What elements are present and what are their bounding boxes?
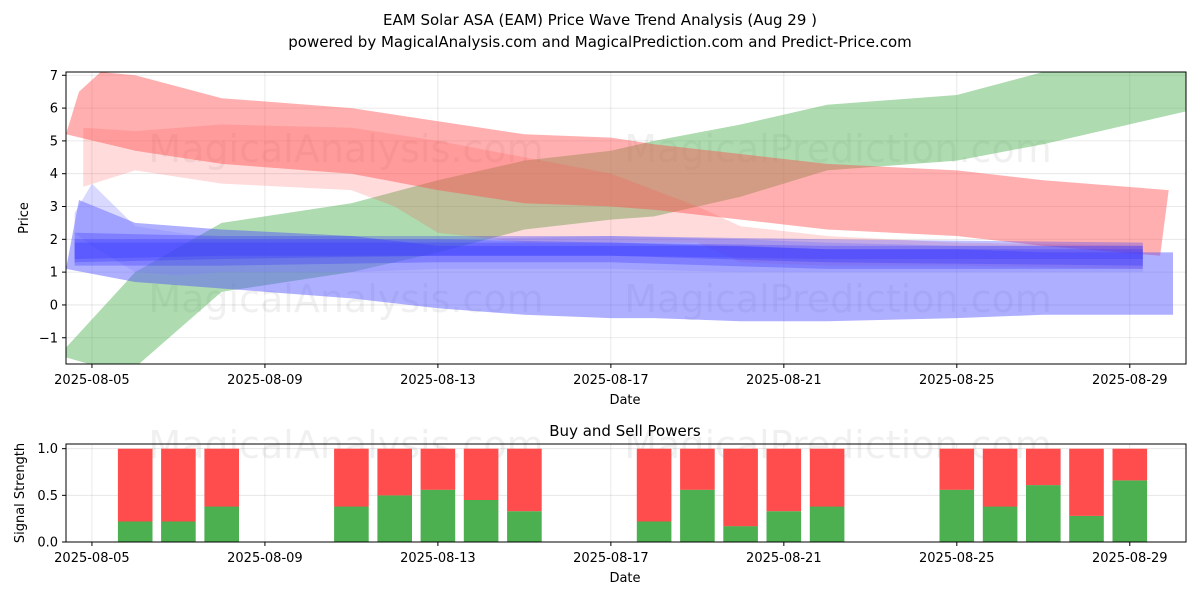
price-x-ticks: 2025-08-05 2025-08-09 2025-08-13 2025-08-17… [54,364,1168,388]
sell-bar [809,448,845,507]
price-chart: MagicalAnalysis.com MagicalPrediction.co… [17,69,1187,408]
sell-bar [766,448,802,512]
sell-bar [204,448,239,507]
buy-bar [1026,485,1061,542]
buy-bar [809,506,845,542]
price-x-tick-label: 2025-08-25 [919,373,995,388]
buy-bar [463,500,499,542]
signal-y-tick-label: 0.5 [37,489,58,504]
band-red-downtrend-secondary [83,124,1143,269]
buy-bar [1112,480,1148,542]
signal-x-tick-label: 2025-08-05 [54,551,130,566]
signal-title: Buy and Sell Powers [549,422,701,440]
band-blue-wide-band [66,200,1173,322]
sell-bar [723,448,758,527]
price-plot-area [66,72,1186,364]
price-y-tick-label: 7 [50,69,58,84]
signal-x-tick-label: 2025-08-17 [573,551,649,566]
price-x-tick-label: 2025-08-13 [400,373,476,388]
sell-bar [939,448,975,490]
buy-bar [680,489,715,542]
buy-bar [507,511,542,542]
buy-bar [420,489,456,542]
sell-bar [680,448,715,490]
signal-x-tick-label: 2025-08-09 [227,551,303,566]
buy-bar [377,495,412,542]
signal-x-tick-label: 2025-08-29 [1092,551,1168,566]
watermark-prediction-upper: MagicalPrediction.com [624,127,1052,171]
price-x-label: Date [609,393,640,408]
signal-y-tick-label: 1.0 [37,442,58,457]
signal-y-tick-label: 0.0 [37,536,58,551]
price-y-tick-label: 6 [50,102,58,117]
sell-bar [463,448,499,500]
sell-bar [1026,448,1061,486]
signal-x-tick-label: 2025-08-21 [746,551,822,566]
sell-bar [334,448,369,507]
sell-bar [1069,448,1104,516]
buy-bar [161,521,196,542]
sell-bar [161,448,196,522]
sell-bar [377,448,412,496]
signal-x-label: Date [609,571,640,586]
price-y-tick-label: 3 [50,200,58,215]
sell-bar [982,448,1018,507]
watermark-analysis-lower: MagicalAnalysis.com [148,277,543,321]
signal-y-label: Signal Strength [13,443,28,543]
band-blue-core-3 [74,242,1143,259]
sell-bar [507,448,542,512]
signal-x-tick-label: 2025-08-25 [919,551,995,566]
price-grid [66,72,1186,364]
price-x-tick-label: 2025-08-05 [54,373,130,388]
band-blue-pale-spike [74,183,1143,276]
price-y-tick-label: 2 [50,233,58,248]
sell-bar [636,448,672,522]
signal-bars [117,448,1148,542]
buy-bar [939,489,975,542]
price-x-tick-label: 2025-08-09 [227,373,303,388]
price-y-tick-label: 4 [50,167,58,182]
signal-y-ticks: 0.0 0.5 1.0 [37,442,66,551]
buy-bar [766,511,802,542]
watermark-prediction-lower: MagicalPrediction.com [624,277,1052,321]
watermark-analysis-upper: MagicalAnalysis.com [148,127,543,171]
price-x-tick-label: 2025-08-29 [1092,373,1168,388]
signal-x-ticks: 2025-08-05 2025-08-09 2025-08-13 2025-08-17… [54,542,1168,566]
sell-bar [117,448,153,522]
price-x-tick-label: 2025-08-21 [746,373,822,388]
band-green-uptrend [66,72,1186,364]
chart-subtitle: powered by MagicalAnalysis.com and Magic… [288,33,912,51]
price-y-tick-label: 5 [50,134,58,149]
price-y-tick-label: −1 [39,331,58,346]
buy-bar [334,506,369,542]
sell-bar [420,448,456,490]
price-plot-frame [65,71,1187,365]
price-y-tick-label: 0 [50,298,58,313]
price-bands [66,72,1186,364]
band-blue-core-2 [74,239,1143,266]
price-y-ticks: −1 0 1 2 3 4 5 6 7 [39,69,66,346]
chart-title: EAM Solar ASA (EAM) Price Wave Trend Ana… [383,11,817,29]
price-y-tick-label: 1 [50,266,58,281]
band-red-downtrend-main [66,72,1169,256]
buy-bar [636,521,672,542]
price-x-tick-label: 2025-08-17 [573,373,649,388]
signal-chart: Buy and Sell Powers MagicalAnalysis.com … [13,422,1187,586]
buy-bar [1069,515,1104,542]
signal-plot-frame [65,443,1187,543]
price-watermarks: MagicalAnalysis.com MagicalPrediction.co… [148,127,1051,321]
buy-bar [982,506,1018,542]
buy-bar [204,506,239,542]
sell-bar [1112,448,1148,481]
band-blue-core-1 [74,232,1143,269]
signal-x-tick-label: 2025-08-13 [400,551,476,566]
price-y-label: Price [17,202,32,234]
buy-bar [723,526,758,542]
buy-bar [117,521,153,542]
